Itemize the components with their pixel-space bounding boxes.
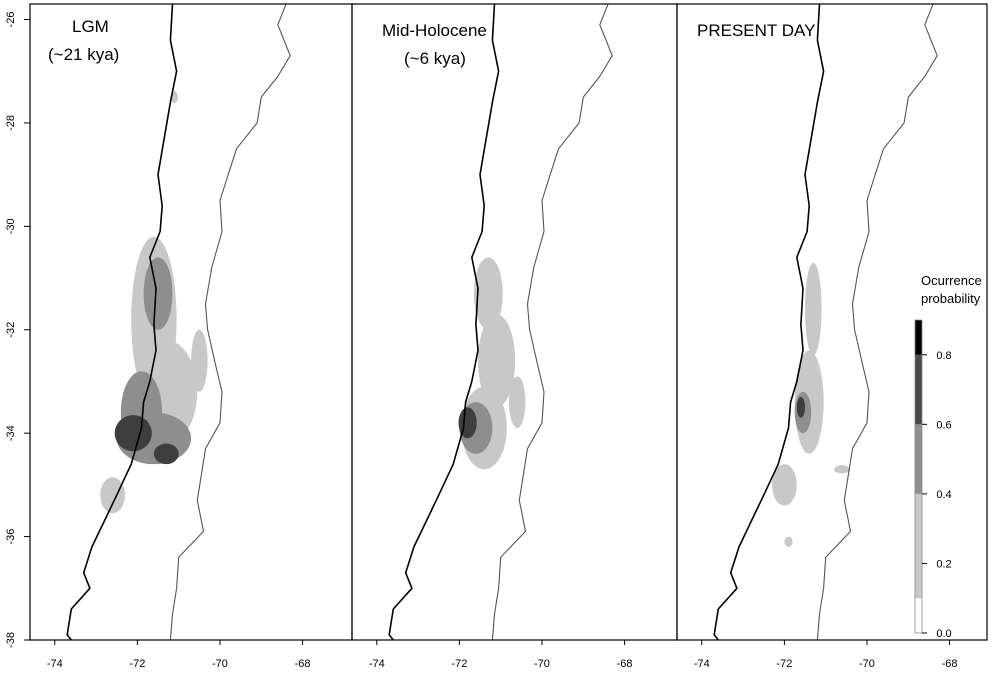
panel-frame bbox=[676, 3, 988, 641]
legend-tick-label: 0.8 bbox=[936, 350, 951, 362]
x-tick-label: -70 bbox=[212, 658, 228, 670]
legend-color-band bbox=[915, 320, 922, 355]
y-tick-label: -36 bbox=[5, 529, 17, 545]
occurrence-patch bbox=[171, 90, 178, 104]
probability-legend: Ocurrence probability 0.8 0.6 0.4 0.2 0.0 bbox=[914, 273, 982, 640]
occurrence-patch bbox=[473, 257, 503, 330]
panel-title-line: LGM bbox=[72, 17, 109, 36]
map-panel-lgm: -74 -72 -70 -68 LGM (~21 kya) bbox=[29, 3, 353, 670]
legend-title-line: Ocurrence bbox=[921, 273, 982, 288]
y-tick-label: -32 bbox=[5, 322, 17, 338]
occurrence-patch bbox=[143, 257, 173, 330]
x-tick-label: -68 bbox=[942, 658, 958, 670]
map-panel-present-day: -74 -72 -70 -68 PRESENT DAY bbox=[676, 3, 988, 670]
x-tick-label: -72 bbox=[776, 658, 792, 670]
legend-color-band bbox=[915, 493, 922, 599]
occurrence-patch bbox=[508, 376, 526, 428]
y-tick-label: -28 bbox=[5, 115, 17, 131]
coastline bbox=[388, 4, 500, 640]
map-panel-mid-holocene: -74 -72 -70 -68 Mid-Holocene (~6 kya) bbox=[351, 3, 678, 670]
legend-color-band bbox=[915, 598, 922, 633]
y-tick-label: -34 bbox=[5, 425, 17, 441]
x-tick-label: -74 bbox=[47, 658, 63, 670]
occurrence-patch bbox=[477, 314, 516, 408]
legend-title-line: probability bbox=[921, 291, 981, 306]
panel-title-line: (~21 kya) bbox=[48, 45, 119, 64]
y-tick-label: -30 bbox=[5, 218, 17, 234]
y-tick-label: -26 bbox=[5, 12, 17, 28]
coastline bbox=[713, 4, 825, 640]
x-tick-label: -74 bbox=[369, 658, 385, 670]
occurrence-patch bbox=[191, 329, 208, 392]
legend-tick-label: 0.4 bbox=[936, 489, 951, 501]
x-tick-label: -70 bbox=[859, 658, 875, 670]
occurrence-patch bbox=[833, 465, 851, 474]
legend-bar-frame bbox=[914, 319, 923, 634]
national-border bbox=[816, 4, 938, 640]
legend-color-band bbox=[915, 354, 922, 425]
coastline bbox=[66, 4, 178, 640]
y-tick-label: -38 bbox=[5, 632, 17, 648]
occurrence-patch bbox=[784, 536, 793, 547]
legend-color-band bbox=[915, 424, 922, 494]
x-tick-label: -72 bbox=[451, 658, 467, 670]
national-border bbox=[169, 4, 291, 640]
occurrence-patch bbox=[805, 262, 822, 356]
occurrence-patch bbox=[100, 477, 125, 514]
panel-title-line: PRESENT DAY bbox=[697, 21, 815, 40]
occurrence-patch bbox=[771, 464, 797, 506]
map-panels: -74 -72 -70 -68 LGM (~21 kya) -74 -72 -70 -68 Mid-… bbox=[29, 3, 988, 670]
x-tick-label: -74 bbox=[694, 658, 710, 670]
latitude-axis: -26 -28 -30 -32 -34 -36 -38 bbox=[5, 12, 30, 648]
x-tick-label: -70 bbox=[534, 658, 550, 670]
legend-tick-label: 0.6 bbox=[936, 419, 951, 431]
panel-title-line: Mid-Holocene bbox=[382, 21, 487, 40]
legend-tick-label: 0.2 bbox=[936, 558, 951, 570]
occurrence-patch bbox=[114, 415, 152, 452]
x-tick-label: -72 bbox=[129, 658, 145, 670]
x-tick-label: -68 bbox=[295, 658, 311, 670]
occurrence-patch bbox=[796, 396, 806, 418]
legend-tick-label: 0.0 bbox=[936, 628, 951, 640]
occurrence-patch bbox=[153, 443, 179, 465]
national-border bbox=[491, 4, 613, 640]
panel-title-line: (~6 kya) bbox=[404, 49, 466, 68]
x-tick-label: -68 bbox=[617, 658, 633, 670]
